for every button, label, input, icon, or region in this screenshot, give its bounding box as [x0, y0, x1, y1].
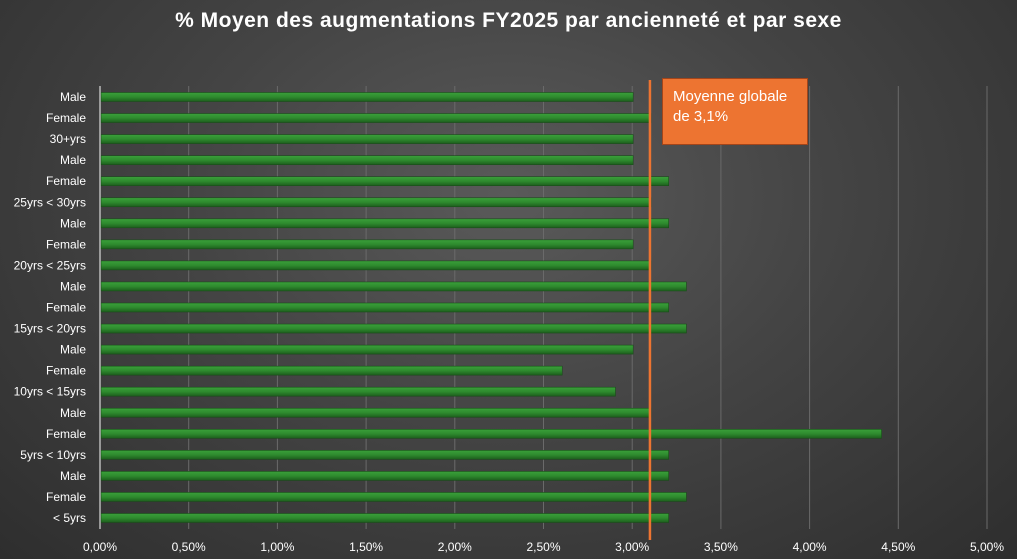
y-category-label: < 5yrs	[53, 511, 86, 525]
y-category-label: Male	[60, 153, 86, 167]
bar	[100, 260, 652, 271]
y-category-label: 5yrs < 10yrs	[20, 448, 86, 462]
y-category-label: 30+yrs	[50, 132, 86, 146]
bar	[100, 323, 687, 334]
x-tick-label: 2,50%	[526, 540, 560, 554]
bar	[100, 197, 652, 208]
bar	[100, 450, 669, 460]
y-category-label: Female	[46, 237, 86, 251]
x-tick-label: 2,00%	[438, 540, 472, 554]
y-category-label: Male	[60, 279, 86, 293]
y-category-label: 20yrs < 25yrs	[14, 258, 86, 272]
bar	[100, 239, 634, 250]
x-tick-label: 0,00%	[83, 540, 117, 554]
bar	[100, 492, 687, 502]
bar	[100, 407, 652, 418]
y-category-label: Male	[60, 406, 86, 420]
x-tick-label: 5,00%	[970, 540, 1004, 554]
x-tick-label: 4,00%	[793, 540, 827, 554]
y-category-label: Female	[46, 301, 86, 315]
x-tick-label: 1,00%	[260, 540, 294, 554]
y-category-label: Male	[60, 469, 86, 483]
bar	[100, 218, 669, 229]
y-category-label: Male	[60, 216, 86, 230]
global-average-callout: Moyenne globale de 3,1%	[662, 78, 808, 145]
bar	[100, 513, 669, 523]
x-tick-label: 1,50%	[349, 540, 383, 554]
y-category-label: Female	[46, 427, 86, 441]
bar	[100, 344, 634, 355]
bar	[100, 92, 634, 102]
x-tick-label: 4,50%	[881, 540, 915, 554]
bar	[100, 113, 652, 123]
y-category-label: Female	[46, 490, 86, 504]
y-category-label: Female	[46, 174, 86, 188]
x-tick-label: 0,50%	[172, 540, 206, 554]
bar	[100, 471, 669, 481]
y-category-label: 15yrs < 20yrs	[14, 322, 86, 336]
y-category-label: 10yrs < 15yrs	[14, 385, 86, 399]
bar	[100, 134, 634, 144]
bar	[100, 281, 687, 292]
bar	[100, 302, 669, 313]
y-category-label: 25yrs < 30yrs	[14, 195, 86, 209]
x-tick-label: 3,00%	[615, 540, 649, 554]
chart-title: % Moyen des augmentations FY2025 par anc…	[175, 9, 842, 32]
y-category-label: Female	[46, 111, 86, 125]
bar	[100, 155, 634, 165]
bar	[100, 176, 669, 186]
y-category-label: Female	[46, 364, 86, 378]
y-category-label: Male	[60, 343, 86, 357]
bar	[100, 365, 563, 376]
bar	[100, 386, 616, 397]
y-category-label: Male	[60, 90, 86, 104]
bar	[100, 428, 882, 439]
x-tick-label: 3,50%	[704, 540, 738, 554]
